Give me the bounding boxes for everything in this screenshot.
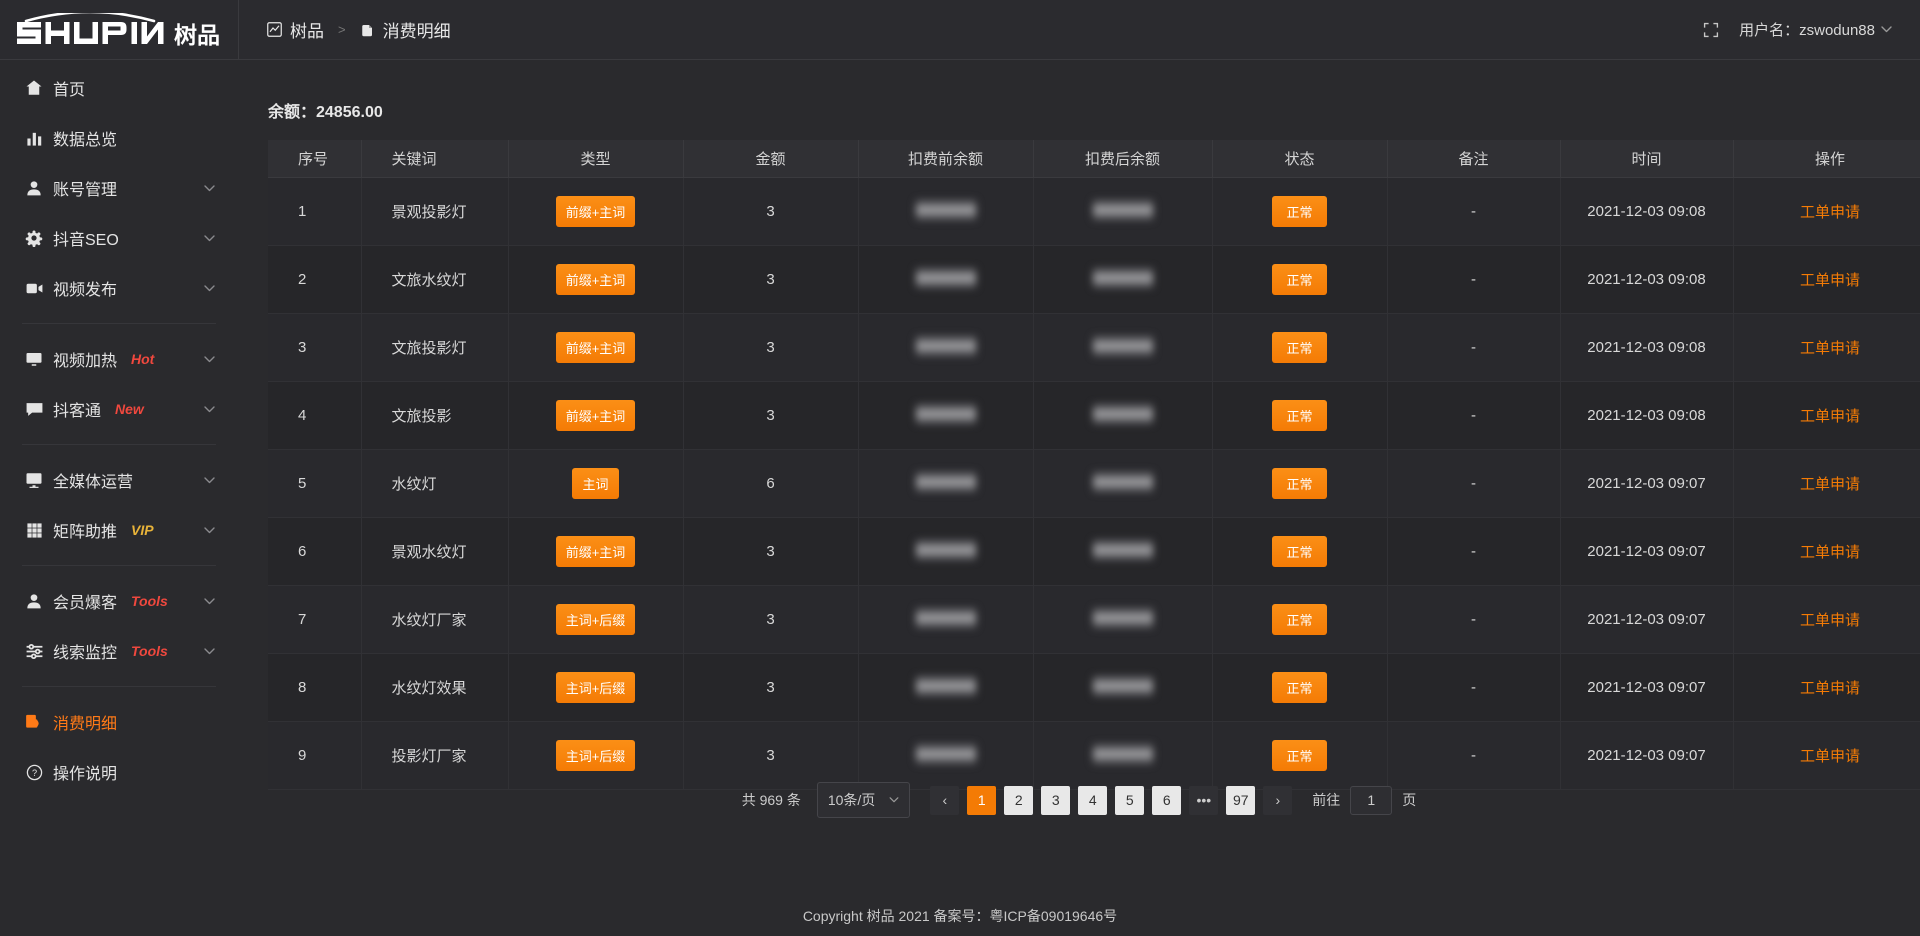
svg-text:树品: 树品	[174, 22, 220, 47]
svg-text:?: ?	[31, 768, 36, 778]
